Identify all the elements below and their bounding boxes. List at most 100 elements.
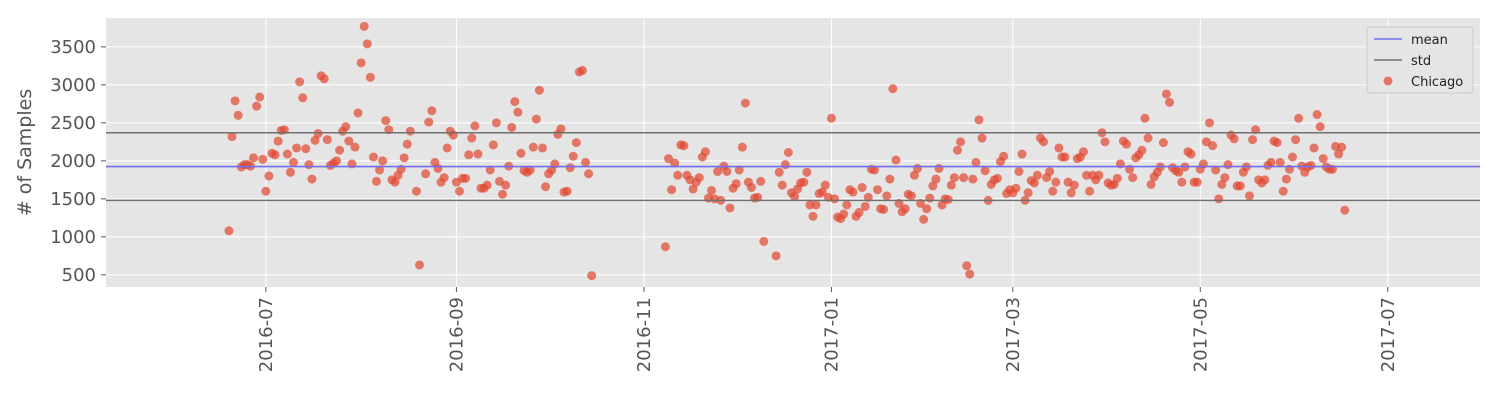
data-point (285, 167, 295, 177)
data-point (516, 148, 526, 158)
data-point (454, 186, 464, 196)
data-point (332, 156, 342, 166)
data-point (375, 165, 385, 175)
data-point (1060, 152, 1070, 162)
data-point (912, 163, 922, 173)
data-point (740, 98, 750, 108)
data-point (946, 180, 956, 190)
data-point (670, 158, 680, 168)
data-point (442, 143, 452, 153)
data-point (488, 140, 498, 150)
data-point (577, 65, 587, 75)
data-point (1165, 97, 1175, 107)
data-point (1205, 118, 1215, 128)
data-point (390, 177, 400, 187)
data-point (888, 84, 898, 94)
data-point (722, 166, 732, 176)
data-point (470, 121, 480, 131)
data-point (307, 174, 317, 184)
data-point (885, 174, 895, 184)
data-point (556, 124, 566, 134)
data-point (1211, 165, 1221, 175)
data-point (1023, 188, 1033, 198)
data-point (322, 135, 332, 145)
data-point (289, 157, 299, 167)
data-point (252, 101, 262, 111)
data-point (424, 117, 434, 127)
data-point (1287, 152, 1297, 162)
data-point (1244, 191, 1254, 201)
data-point (1248, 135, 1258, 145)
data-point (1054, 143, 1064, 153)
data-point (335, 145, 345, 155)
data-point (1014, 166, 1024, 176)
data-point (427, 106, 437, 116)
x-tick-label: 2017-07 (1378, 297, 1399, 372)
data-point (378, 156, 388, 166)
data-point (820, 180, 830, 190)
data-point (1337, 142, 1347, 152)
data-point (771, 251, 781, 261)
data-point (261, 186, 271, 196)
data-point (298, 93, 308, 103)
data-point (1158, 138, 1168, 148)
data-point (1122, 139, 1132, 149)
data-point (399, 153, 409, 163)
y-axis-title: # of Samples (14, 89, 36, 216)
data-point (304, 160, 314, 170)
data-point (1017, 149, 1027, 159)
data-point (673, 170, 683, 180)
data-point (679, 141, 689, 151)
data-point (731, 179, 741, 189)
data-point (1220, 173, 1230, 183)
data-point (365, 72, 375, 82)
data-point (694, 173, 704, 183)
data-point (949, 173, 959, 183)
data-point (700, 147, 710, 157)
data-point (565, 163, 575, 173)
data-point (977, 133, 987, 143)
data-point (1318, 154, 1328, 164)
data-point (777, 180, 787, 190)
data-point (826, 113, 836, 123)
y-tick-label: 1500 (50, 189, 96, 210)
data-point (909, 170, 919, 180)
data-point (713, 166, 723, 176)
data-point (356, 58, 366, 68)
data-point (1177, 177, 1187, 187)
y-tick-label: 3000 (50, 75, 96, 96)
legend-label: mean (1411, 33, 1448, 48)
data-point (584, 169, 594, 179)
data-point (227, 132, 237, 142)
data-point (971, 157, 981, 167)
data-point (925, 193, 935, 203)
x-tick-label: 2017-03 (1003, 297, 1024, 372)
data-point (531, 114, 541, 124)
data-point (725, 203, 735, 213)
y-tick-label: 3500 (50, 37, 96, 58)
data-point (507, 122, 517, 132)
data-point (258, 154, 268, 164)
legend-label: Chicago (1411, 75, 1463, 90)
data-point (1069, 180, 1079, 190)
data-point (805, 200, 815, 210)
data-point (310, 135, 320, 145)
data-point (537, 143, 547, 153)
data-point (1032, 170, 1042, 180)
data-point (839, 209, 849, 219)
legend-label: std (1411, 54, 1431, 69)
data-point (802, 167, 812, 177)
data-point (1011, 183, 1021, 193)
data-point (879, 204, 889, 214)
data-point (491, 118, 501, 128)
data-point (534, 85, 544, 95)
data-point (562, 186, 572, 196)
data-point (667, 185, 677, 195)
data-point (448, 130, 458, 140)
data-point (900, 204, 910, 214)
data-point (664, 154, 674, 164)
data-point (759, 236, 769, 246)
data-point (774, 167, 784, 177)
data-point (568, 151, 578, 161)
